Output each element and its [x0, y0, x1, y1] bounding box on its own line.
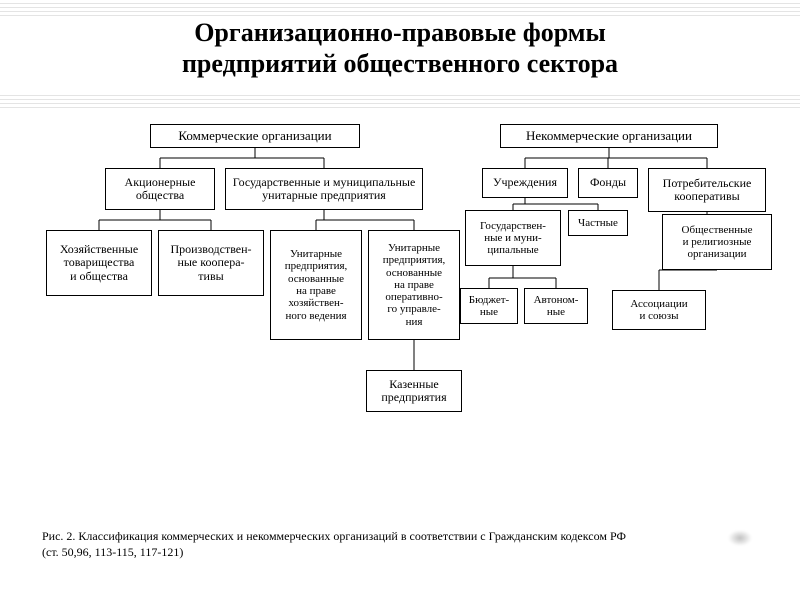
- figure-caption: Рис. 2. Классификация коммерческих и нек…: [42, 528, 758, 560]
- node-autonomous: Автоном-ные: [524, 288, 588, 324]
- scan-artifact: [728, 530, 752, 546]
- node-institutions: Учреждения: [482, 168, 568, 198]
- node-partnerships: Хозяйственныетовариществаи общества: [46, 230, 152, 296]
- node-joint-stock: Акционерные общества: [105, 168, 215, 210]
- title-line-1: Организационно-правовые формы: [194, 18, 606, 47]
- node-state-enterprises: Казенныепредприятия: [366, 370, 462, 412]
- node-consumer-coop: Потребительскиекооперативы: [648, 168, 766, 212]
- node-noncommercial: Некоммерческие организации: [500, 124, 718, 148]
- title-line-2: предприятий общественного сектора: [182, 49, 618, 78]
- node-prod-coop: Производствен-ные коопера-тивы: [158, 230, 264, 296]
- caption-line-1: Рис. 2. Классификация коммерческих и нек…: [42, 529, 626, 543]
- node-public-religious: Общественныеи религиозныеорганизации: [662, 214, 772, 270]
- node-associations: Ассоциациии союзы: [612, 290, 706, 330]
- node-commercial: Коммерческие организации: [150, 124, 360, 148]
- hatch-lower: [0, 94, 800, 108]
- node-budget: Бюджет-ные: [460, 288, 518, 324]
- node-gov-municipal: Государствен-ные и муни-ципальные: [465, 210, 561, 266]
- caption-line-2: (ст. 50,96, 113-115, 117-121): [42, 545, 183, 559]
- node-unitary-econ: Унитарныепредприятия,основанныена правех…: [270, 230, 362, 340]
- hatch-top: [0, 0, 800, 16]
- node-private: Частные: [568, 210, 628, 236]
- node-funds: Фонды: [578, 168, 638, 198]
- page-title: Организационно-правовые формы предприяти…: [0, 18, 800, 79]
- node-unitary: Государственные и муниципальныеунитарные…: [225, 168, 423, 210]
- node-unitary-oper: Унитарныепредприятия,основанныена правео…: [368, 230, 460, 340]
